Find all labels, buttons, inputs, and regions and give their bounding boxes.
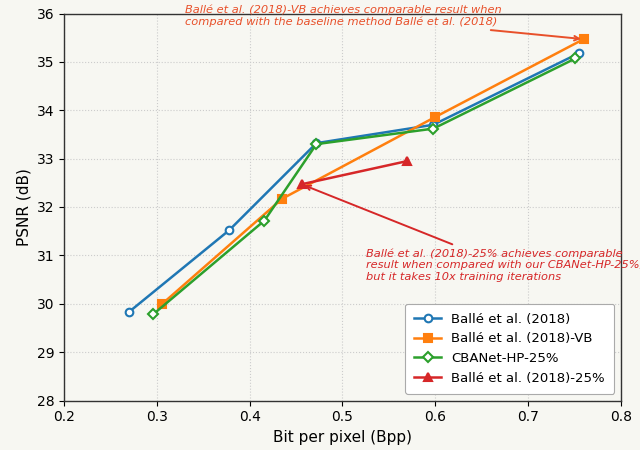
Text: Ballé et al. (2018)-25% achieves comparable
result when compared with our CBANet: Ballé et al. (2018)-25% achieves compara… [306,186,640,282]
CBANet-HP-25% [572,56,579,61]
CBANet-HP-25% [312,141,320,147]
Line: Ballé et al. (2018)-25%: Ballé et al. (2018)-25% [298,157,412,189]
Line: CBANet-HP-25%: CBANet-HP-25% [149,54,579,318]
CBANet-HP-25% [429,126,437,131]
Ballé et al. (2018)-VB [278,196,286,202]
Legend: Ballé et al. (2018), Ballé et al. (2018)-VB, CBANet-HP-25%, Ballé et al. (2018)-: Ballé et al. (2018), Ballé et al. (2018)… [405,304,614,394]
X-axis label: Bit per pixel (Bpp): Bit per pixel (Bpp) [273,430,412,445]
Ballé et al. (2018) [575,50,583,56]
CBANet-HP-25% [149,312,157,317]
Y-axis label: PSNR (dB): PSNR (dB) [16,168,31,246]
Line: Ballé et al. (2018)-VB: Ballé et al. (2018)-VB [159,35,588,307]
Ballé et al. (2018) [225,228,233,233]
Ballé et al. (2018) [125,309,133,315]
Ballé et al. (2018) [312,140,320,146]
Ballé et al. (2018)-VB [431,114,439,120]
Ballé et al. (2018)-25% [403,158,411,164]
CBANet-HP-25% [260,218,268,223]
Line: Ballé et al. (2018): Ballé et al. (2018) [125,50,583,316]
Ballé et al. (2018)-VB [580,36,588,42]
Text: Ballé et al. (2018)-VB achieves comparable result when
compared with the baselin: Ballé et al. (2018)-VB achieves comparab… [184,4,579,40]
Ballé et al. (2018) [429,122,437,127]
Ballé et al. (2018)-25% [298,181,305,187]
Ballé et al. (2018)-VB [159,301,166,306]
